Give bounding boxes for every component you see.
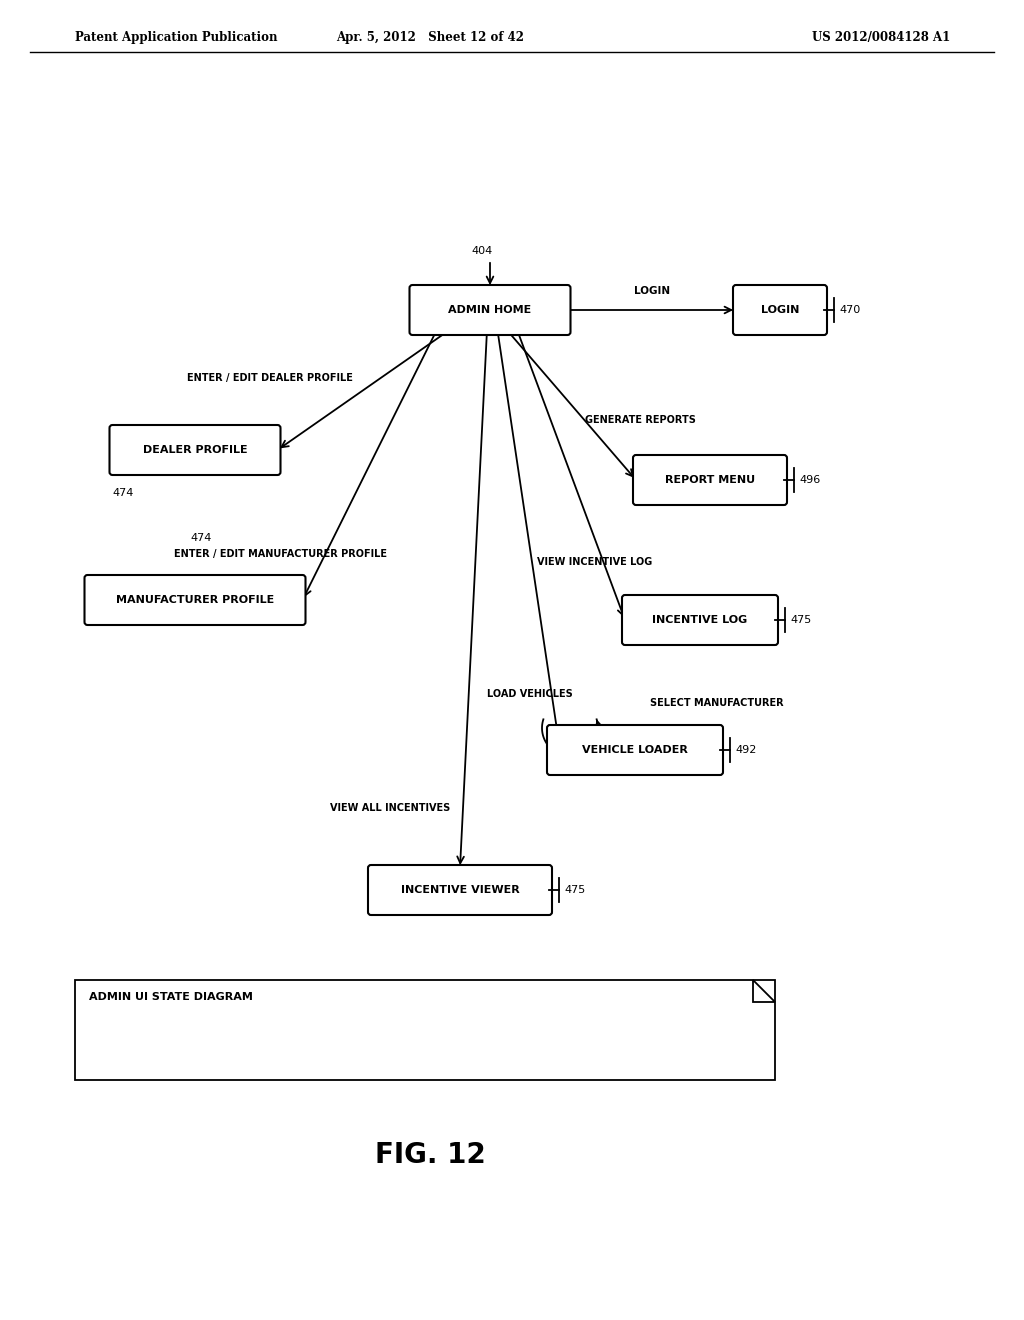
- Text: MANUFACTURER PROFILE: MANUFACTURER PROFILE: [116, 595, 274, 605]
- Text: 474: 474: [190, 533, 211, 543]
- FancyBboxPatch shape: [85, 576, 305, 624]
- Text: VIEW INCENTIVE LOG: VIEW INCENTIVE LOG: [538, 557, 652, 568]
- Polygon shape: [753, 979, 775, 1002]
- Text: 475: 475: [790, 615, 811, 624]
- Text: LOGIN: LOGIN: [761, 305, 799, 315]
- Text: ADMIN HOME: ADMIN HOME: [449, 305, 531, 315]
- Text: LOAD VEHICLES: LOAD VEHICLES: [487, 689, 572, 700]
- Bar: [75, 979, 775, 1080]
- Text: Patent Application Publication: Patent Application Publication: [75, 30, 278, 44]
- Text: REPORT MENU: REPORT MENU: [665, 475, 755, 484]
- FancyBboxPatch shape: [547, 725, 723, 775]
- Text: ENTER / EDIT MANUFACTURER PROFILE: ENTER / EDIT MANUFACTURER PROFILE: [173, 549, 386, 558]
- Text: VIEW ALL INCENTIVES: VIEW ALL INCENTIVES: [330, 803, 451, 813]
- Text: 474: 474: [113, 488, 134, 498]
- FancyBboxPatch shape: [410, 285, 570, 335]
- Text: ENTER / EDIT DEALER PROFILE: ENTER / EDIT DEALER PROFILE: [187, 374, 353, 383]
- FancyBboxPatch shape: [633, 455, 787, 506]
- Text: INCENTIVE LOG: INCENTIVE LOG: [652, 615, 748, 624]
- Text: 492: 492: [735, 744, 757, 755]
- Text: DEALER PROFILE: DEALER PROFILE: [142, 445, 248, 455]
- FancyBboxPatch shape: [110, 425, 281, 475]
- Text: SELECT MANUFACTURER: SELECT MANUFACTURER: [650, 698, 783, 708]
- Text: US 2012/0084128 A1: US 2012/0084128 A1: [812, 30, 950, 44]
- Text: 475: 475: [564, 884, 586, 895]
- Text: 404: 404: [471, 246, 493, 256]
- Text: VEHICLE LOADER: VEHICLE LOADER: [582, 744, 688, 755]
- Text: INCENTIVE VIEWER: INCENTIVE VIEWER: [400, 884, 519, 895]
- FancyBboxPatch shape: [368, 865, 552, 915]
- FancyBboxPatch shape: [733, 285, 827, 335]
- FancyBboxPatch shape: [622, 595, 778, 645]
- Text: LOGIN: LOGIN: [634, 286, 670, 296]
- Text: Apr. 5, 2012   Sheet 12 of 42: Apr. 5, 2012 Sheet 12 of 42: [336, 30, 524, 44]
- Text: ADMIN UI STATE DIAGRAM: ADMIN UI STATE DIAGRAM: [89, 993, 253, 1002]
- Text: 496: 496: [799, 475, 820, 484]
- Text: GENERATE REPORTS: GENERATE REPORTS: [585, 414, 695, 425]
- Text: FIG. 12: FIG. 12: [375, 1140, 485, 1170]
- Text: 470: 470: [839, 305, 860, 315]
